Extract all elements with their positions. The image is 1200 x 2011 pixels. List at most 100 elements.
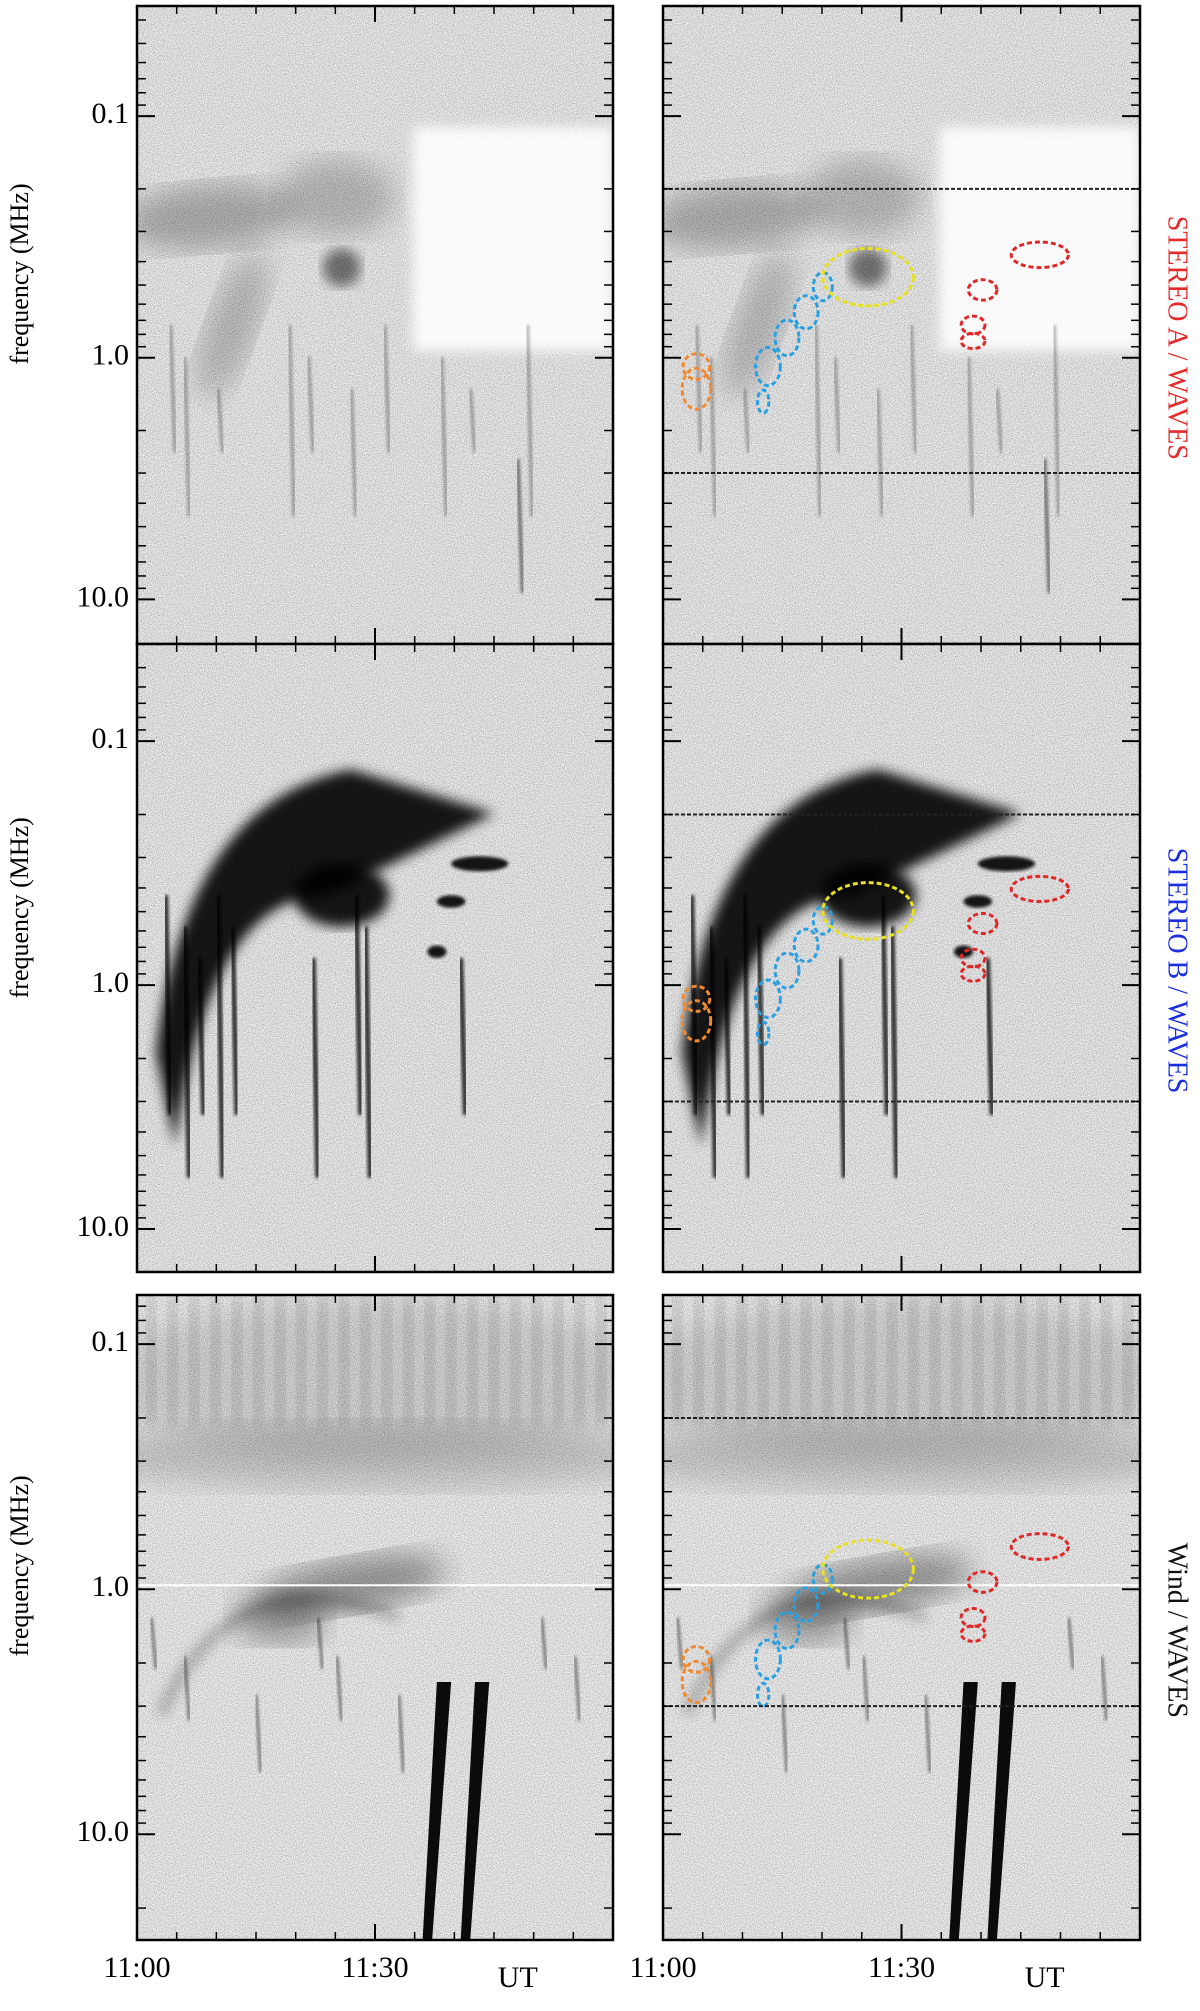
contour (792, 927, 820, 964)
emission (137, 1424, 613, 1489)
burst (722, 957, 733, 1116)
burst (1052, 324, 1061, 517)
burst (397, 1694, 405, 1773)
burst (440, 356, 448, 517)
emission (322, 248, 361, 287)
burst (215, 895, 226, 1178)
burst (1067, 1617, 1075, 1670)
contour (755, 1681, 771, 1709)
contour (755, 388, 771, 415)
contour (754, 345, 782, 388)
contour (773, 951, 801, 990)
y-tick-label: 1.0 (92, 966, 130, 999)
y-tick-label: 0.1 (92, 1325, 130, 1358)
burst (540, 1617, 548, 1670)
x-axis-label: UT (1025, 1961, 1065, 1994)
contour (959, 964, 987, 983)
contour (821, 1538, 915, 1600)
contour (959, 1606, 987, 1629)
contour (792, 294, 820, 331)
emission (663, 1424, 1140, 1489)
burst (741, 895, 752, 1178)
type-iii (422, 1682, 452, 1940)
burst (383, 324, 391, 453)
contour (959, 947, 987, 969)
y-axis-label: frequency (MHz) (5, 817, 34, 998)
burst (349, 388, 358, 517)
contour (966, 1570, 999, 1594)
contour (680, 366, 713, 411)
burst (755, 926, 766, 1116)
burst (168, 324, 177, 453)
x-tick-label: 11:30 (341, 1951, 408, 1984)
contour (1009, 874, 1070, 903)
instrument-label: STEREO B / WAVES (1162, 848, 1193, 1094)
y-tick-label: 0.1 (92, 722, 130, 755)
contour (680, 1659, 713, 1705)
y-tick-label: 0.1 (92, 97, 130, 130)
panel: 11:00 11:30 UT (629, 1293, 1142, 1994)
y-tick-label: 10.0 (77, 1210, 130, 1243)
contour (792, 1586, 820, 1623)
panel (661, 642, 1142, 1274)
burst (163, 895, 173, 1116)
contour (773, 1610, 801, 1650)
burst (353, 895, 364, 1116)
burst (995, 388, 1004, 453)
emission (137, 183, 294, 250)
y-axis-label: frequency (MHz) (5, 183, 34, 364)
burst (1043, 458, 1051, 594)
panel: 0.1 1.0 10.0 (77, 4, 615, 646)
burst (310, 957, 321, 1178)
y-tick-label: 1.0 (92, 1570, 130, 1603)
burst (879, 895, 890, 1116)
spectrogram (137, 1295, 613, 1940)
emission (427, 945, 447, 958)
emission (436, 895, 466, 908)
panel: 0.1 1.0 10.0 (77, 642, 615, 1274)
burst (694, 324, 703, 453)
burst (1100, 1656, 1108, 1721)
contour (680, 999, 713, 1043)
contour (959, 331, 987, 351)
contour (754, 1638, 782, 1681)
instrument-label: Wind / WAVES (1162, 1543, 1193, 1718)
burst (843, 1617, 851, 1670)
spectrogram (137, 644, 613, 1272)
emission (279, 159, 395, 236)
contour (959, 1624, 987, 1643)
type-iii (460, 1682, 490, 1940)
burst (335, 1656, 343, 1721)
emission (723, 252, 793, 398)
emission (137, 1301, 613, 1457)
contour (1009, 240, 1070, 270)
emission (197, 252, 267, 398)
burst (862, 1656, 870, 1721)
burst (814, 324, 822, 517)
burst (573, 1656, 581, 1721)
burst (287, 324, 296, 517)
contour (966, 911, 999, 936)
emission (663, 183, 821, 250)
x-tick-label: 11:30 (868, 1951, 935, 1984)
burst (525, 324, 534, 517)
burst (689, 895, 699, 1116)
burst (183, 356, 191, 517)
emission (849, 248, 888, 287)
contour (811, 271, 834, 303)
panel: 0.1 1.0 10.0 11:00 11:30 UT (77, 1293, 615, 1994)
emission (977, 856, 1036, 872)
contour (811, 905, 834, 936)
burst (889, 926, 900, 1178)
burst (781, 1694, 789, 1773)
x-tick-label: 11:00 (629, 1951, 696, 1984)
contour (1009, 1532, 1070, 1561)
burst (676, 1617, 684, 1670)
contour (754, 978, 782, 1020)
x-tick-label: 11:00 (103, 1951, 170, 1984)
emission (820, 863, 916, 927)
burst (316, 1617, 324, 1670)
emission (294, 863, 390, 927)
